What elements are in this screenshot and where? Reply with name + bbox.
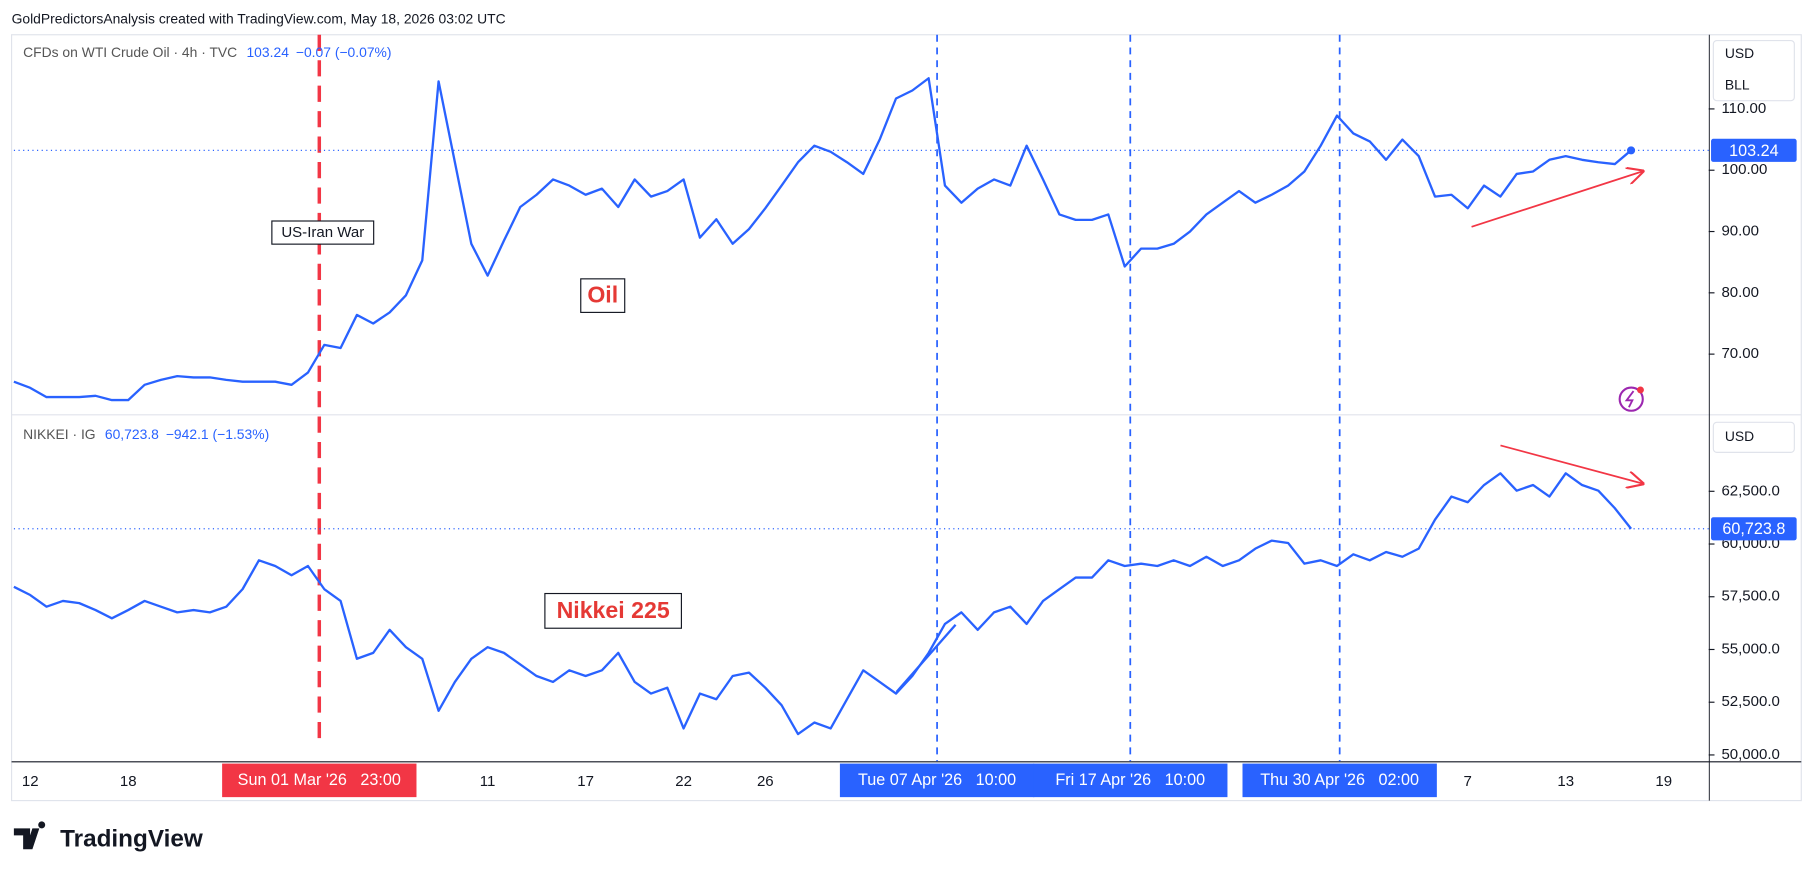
oil-title: CFDs on WTI Crude Oil · 4h · TVC xyxy=(23,44,237,60)
last-price-label: 103.24 xyxy=(1729,142,1779,160)
annotation-box xyxy=(544,592,682,629)
x-tick-label: 13 xyxy=(1557,773,1574,790)
y-tick-label: 57,500.0 xyxy=(1721,588,1779,605)
annotation-box xyxy=(580,278,626,313)
y-tick-label: 80.00 xyxy=(1721,284,1759,301)
event-label: Thu 30 Apr '26 02:00 xyxy=(1260,771,1419,789)
logo-mark xyxy=(13,821,46,850)
nikkei-header: NIKKEI · IG 60,723.8 −942.1 (−1.53%) xyxy=(23,426,269,442)
last-price-label: 60,723.8 xyxy=(1722,520,1785,538)
annotation: Oil xyxy=(587,281,618,307)
event-badge xyxy=(839,763,1035,798)
annotation-box xyxy=(271,220,375,245)
last-price-badge xyxy=(1711,517,1797,541)
price-line xyxy=(13,77,1632,402)
y-tick-label: 90.00 xyxy=(1721,222,1759,239)
last-point xyxy=(1627,146,1636,155)
y-tick-label: 50,000.0 xyxy=(1721,746,1779,763)
oil-change: −0.07 (−0.07%) xyxy=(296,44,392,60)
y-tick-label: 55,000.0 xyxy=(1721,640,1779,657)
event-badge xyxy=(1033,763,1228,798)
currency-box[interactable] xyxy=(1712,39,1795,102)
trend-arrow xyxy=(1471,171,1643,228)
trend-arrow xyxy=(1500,444,1642,483)
annotation: US-Iran War xyxy=(281,224,364,241)
attribution: GoldPredictorsAnalysis created with Trad… xyxy=(12,10,506,26)
x-tick-label: 18 xyxy=(120,773,137,790)
nikkei-last: 60,723.8 xyxy=(105,426,159,442)
event-label: Sun 01 Mar '26 23:00 xyxy=(238,771,401,789)
trend-line xyxy=(895,623,957,693)
x-tick-label: 22 xyxy=(675,773,692,790)
alert-bolt xyxy=(1624,390,1635,408)
nikkei-title: NIKKEI · IG xyxy=(23,426,95,442)
event-label: Fri 17 Apr '26 10:00 xyxy=(1055,771,1205,789)
oil-header: CFDs on WTI Crude Oil · 4h · TVC 103.24 −0… xyxy=(23,44,391,60)
oil-currency: USD xyxy=(1725,45,1754,61)
event-badge xyxy=(222,763,417,798)
alert-icon[interactable] xyxy=(1618,386,1644,412)
oil-last: 103.24 xyxy=(246,44,289,60)
event-label: Tue 07 Apr '26 10:00 xyxy=(858,771,1016,789)
currency-box[interactable] xyxy=(1712,421,1795,453)
annotation: Nikkei 225 xyxy=(557,597,670,623)
chart-frame xyxy=(10,34,1802,802)
event-badge xyxy=(1242,763,1437,798)
logo-text: TradingView xyxy=(60,825,203,852)
x-tick-label: 26 xyxy=(757,773,774,790)
x-tick-label: 17 xyxy=(577,773,594,790)
x-tick-label: 12 xyxy=(22,773,39,790)
y-tick-label: 100.00 xyxy=(1721,161,1767,178)
y-tick-label: 52,500.0 xyxy=(1721,693,1779,710)
last-price-badge xyxy=(1711,138,1797,162)
x-tick-label: 11 xyxy=(480,773,496,790)
x-tick-label: 7 xyxy=(1464,773,1472,790)
oil-unit: BLL xyxy=(1725,76,1750,92)
y-tick-label: 110.00 xyxy=(1721,100,1766,117)
nikkei-currency: USD xyxy=(1725,428,1754,444)
y-tick-label: 70.00 xyxy=(1721,345,1759,362)
alert-dot xyxy=(1636,386,1644,394)
y-tick-label: 62,500.0 xyxy=(1721,482,1779,499)
x-tick-label: 19 xyxy=(1655,773,1672,790)
plot-layer: 70.00 80.00 90.00 100.00 110.00 103.24 50,000.… xyxy=(13,34,1797,798)
price-line xyxy=(13,472,1633,736)
nikkei-change: −942.1 (−1.53%) xyxy=(166,426,269,442)
